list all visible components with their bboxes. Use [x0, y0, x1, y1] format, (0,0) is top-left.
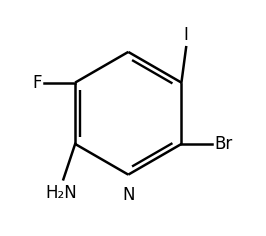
Text: H₂N: H₂N [45, 184, 77, 202]
Text: Br: Br [214, 135, 233, 153]
Text: F: F [33, 74, 42, 92]
Text: I: I [184, 26, 189, 44]
Text: N: N [122, 186, 135, 204]
